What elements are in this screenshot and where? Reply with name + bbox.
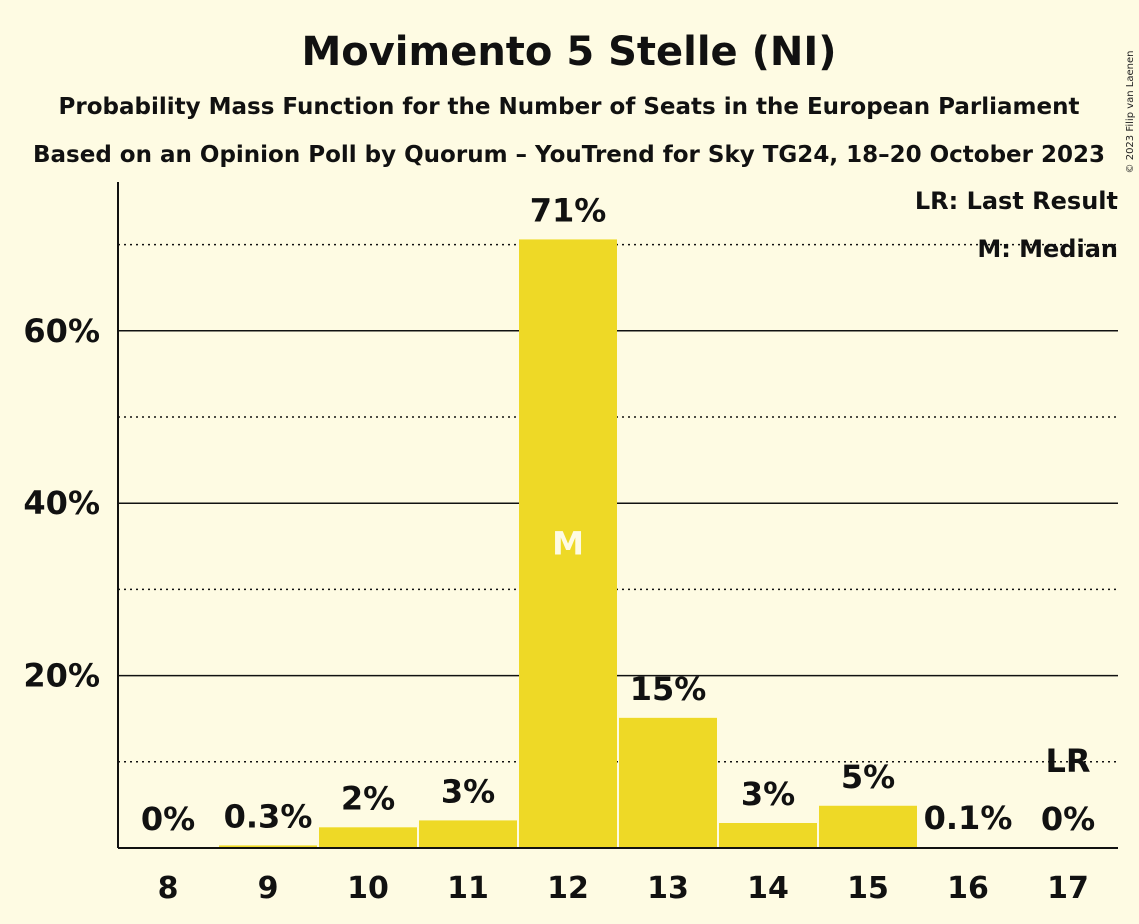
- x-tick-label: 13: [647, 871, 689, 906]
- chart-subtitle-1: Probability Mass Function for the Number…: [59, 94, 1080, 120]
- x-tick-label: 17: [1047, 871, 1089, 906]
- data-label: 0%: [1041, 800, 1095, 838]
- x-tick-label: 11: [447, 871, 489, 906]
- x-tick-label: 9: [258, 871, 279, 906]
- x-tick-label: 16: [947, 871, 989, 906]
- x-tick-label: 10: [347, 871, 389, 906]
- x-tick-label: 14: [747, 871, 789, 906]
- data-label: 0.1%: [924, 799, 1013, 837]
- data-label: 5%: [841, 758, 895, 796]
- bar-seats-9: [219, 845, 317, 848]
- bars: [219, 239, 1017, 849]
- data-label: 3%: [441, 772, 495, 810]
- chart-subtitle-2: Based on an Opinion Poll by Quorum – You…: [33, 142, 1105, 168]
- bar-seats-15: [819, 805, 917, 848]
- data-label: 0%: [141, 800, 195, 838]
- chart-title: Movimento 5 Stelle (NI): [301, 29, 836, 75]
- axes: 20% 40% 60% 8 9 10 11 12 13 14 15 16 17: [23, 182, 1118, 906]
- gridlines: [118, 243, 1118, 763]
- bar-seats-11: [419, 820, 517, 848]
- data-label: 15%: [630, 670, 707, 708]
- last-result-marker: LR: [1045, 742, 1090, 780]
- data-label: 2%: [341, 779, 395, 817]
- y-tick-label: 60%: [23, 312, 100, 350]
- bar-seats-14: [719, 823, 817, 848]
- x-tick-label: 12: [547, 871, 589, 906]
- y-tick-label: 20%: [23, 657, 100, 695]
- copyright-notice: © 2023 Filip van Laenen: [1125, 51, 1136, 174]
- y-tick-label: 40%: [23, 484, 100, 522]
- x-tick-label: 8: [158, 871, 179, 906]
- data-label: 71%: [530, 191, 607, 229]
- data-label: 3%: [741, 775, 795, 813]
- legend-last-result: LR: Last Result: [915, 187, 1118, 215]
- median-marker: M: [552, 525, 584, 563]
- bar-seats-13: [619, 717, 717, 848]
- legend-median: M: Median: [977, 235, 1118, 263]
- data-label: 0.3%: [224, 797, 313, 835]
- x-tick-label: 15: [847, 871, 889, 906]
- bar-seats-10: [319, 827, 417, 848]
- bar-seats-12: [519, 239, 617, 849]
- data-labels: 0% 0.3% 2% 3% 71% M 15% 3% 5% 0.1% 0% LR: [141, 191, 1095, 838]
